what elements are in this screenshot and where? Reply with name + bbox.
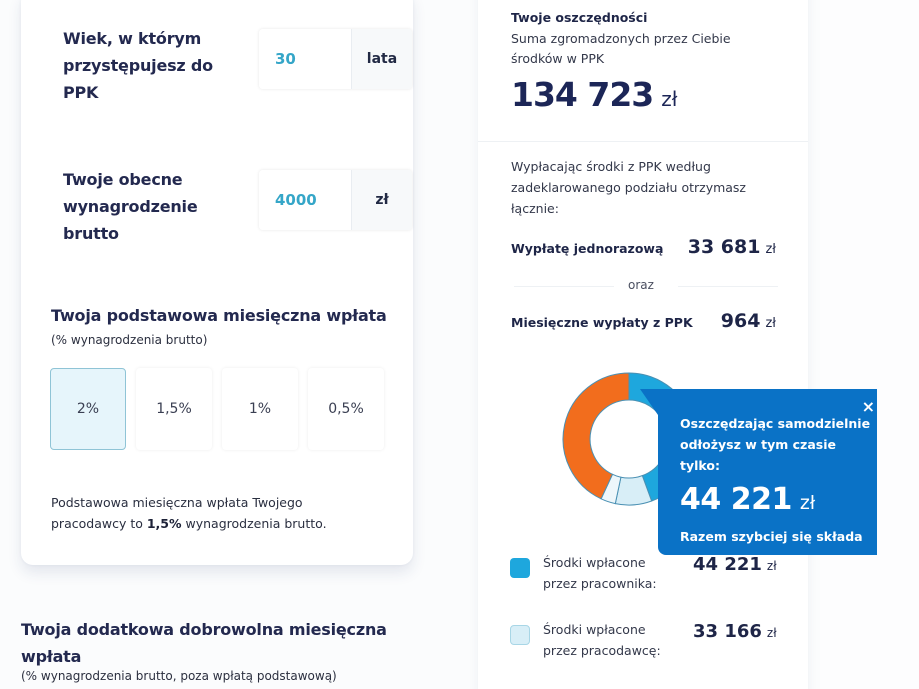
salary-unit: zł (352, 170, 412, 230)
option-1-5-percent[interactable]: 1,5% (136, 368, 212, 450)
age-input[interactable]: 30 (259, 29, 352, 89)
monthly-payout-row: Miesięczne wypłaty z PPK 964 zł (511, 310, 776, 332)
monthly-payout-currency: zł (765, 316, 776, 331)
age-field-label: Wiek, w którym przystępujesz do PPK (63, 29, 213, 102)
salary-field-row: Twoje obecne wynagrodzenie brutto 4000 z… (63, 166, 412, 247)
option-2-percent[interactable]: 2% (50, 368, 126, 450)
divider-left (514, 286, 614, 287)
savings-subtitle: Suma zgromadzonych przez Ciebie środków … (511, 31, 731, 66)
legend-swatch-employee (510, 558, 530, 578)
savings-amount-value: 134 723 (511, 75, 654, 114)
legend-currency-employee: zł (766, 559, 777, 573)
results-card: Twoje oszczędności Suma zgromadzonych pr… (478, 0, 808, 689)
legend-label-employee: Środki wpłacone przez pracownika: (543, 555, 657, 591)
savings-currency: zł (661, 87, 678, 111)
savings-tooltip: × Oszczędzając samodzielnie odłożysz w t… (658, 389, 877, 555)
option-1-percent[interactable]: 1% (222, 368, 298, 450)
legend-swatch-employer (510, 625, 530, 645)
legend-value-employee: 44 221 (693, 554, 762, 575)
basic-contribution-options: 2% 1,5% 1% 0,5% (50, 368, 384, 450)
salary-input[interactable]: 4000 (259, 170, 352, 230)
employer-contribution-note: Podstawowa miesięczna wpłata Twojego pra… (51, 492, 371, 534)
monthly-payout-amount: 964 zł (721, 310, 776, 332)
extra-contribution-title: Twoja dodatkowa dobrowolna miesięczna wp… (21, 620, 387, 666)
age-field-row: Wiek, w którym przystępujesz do PPK 30 l… (63, 25, 412, 106)
savings-title: Twoje oszczędności (511, 10, 648, 25)
payout-intro: Wypłacając środki z PPK według zadeklaro… (511, 159, 746, 216)
tooltip-text: Oszczędzając samodzielnie odłożysz w tym… (680, 416, 871, 473)
lump-sum-amount: 33 681 zł (688, 236, 776, 258)
divider-right (678, 286, 778, 287)
lump-sum-value: 33 681 (687, 236, 761, 258)
background-strip (820, 0, 919, 689)
close-icon[interactable]: × (861, 397, 875, 416)
monthly-payout-label: Miesięczne wypłaty z PPK (511, 315, 693, 330)
lump-sum-row: Wypłatę jednorazową 33 681 zł (511, 236, 776, 258)
note-suffix: wynagrodzenia brutto. (181, 516, 327, 531)
salary-input-group: 4000 zł (259, 170, 412, 230)
basic-contribution-subtitle: (% wynagrodzenia brutto) (51, 333, 208, 347)
lump-sum-label: Wypłatę jednorazową (511, 241, 664, 256)
savings-amount: 134 723 zł (511, 75, 677, 114)
note-bold-value: 1,5% (146, 516, 182, 531)
legend-label-employer: Środki wpłacone przez pracodawcę: (543, 622, 661, 658)
extra-contribution-subtitle: (% wynagrodzenia brutto, poza wpłatą pod… (21, 669, 337, 683)
option-0-5-percent[interactable]: 0,5% (308, 368, 384, 450)
tooltip-currency: zł (799, 492, 816, 514)
tooltip-footer: Razem szybciej się składa (680, 529, 863, 544)
monthly-payout-value: 964 (720, 310, 761, 332)
tooltip-amount: 44 221 zł (680, 482, 877, 517)
legend-value-employer: 33 166 (693, 621, 762, 642)
age-unit: lata (352, 29, 412, 89)
input-card: Wiek, w którym przystępujesz do PPK 30 l… (21, 0, 413, 565)
section-divider (478, 141, 808, 142)
legend-amount-employer: 33 166 zł (693, 621, 777, 642)
salary-field-label: Twoje obecne wynagrodzenie brutto (63, 170, 198, 243)
basic-contribution-title: Twoja podstawowa miesięczna wpłata (51, 306, 387, 325)
tooltip-amount-value: 44 221 (680, 482, 792, 517)
note-prefix: Podstawowa miesięczna wpłata Twojego pra… (51, 495, 303, 531)
oraz-separator: oraz (628, 278, 654, 292)
legend-amount-employee: 44 221 zł (693, 554, 777, 575)
legend-currency-employer: zł (766, 626, 777, 640)
donut-segment-orange (562, 372, 630, 500)
age-input-group: 30 lata (259, 29, 412, 89)
tooltip-tail (640, 389, 658, 415)
lump-sum-currency: zł (765, 242, 776, 257)
